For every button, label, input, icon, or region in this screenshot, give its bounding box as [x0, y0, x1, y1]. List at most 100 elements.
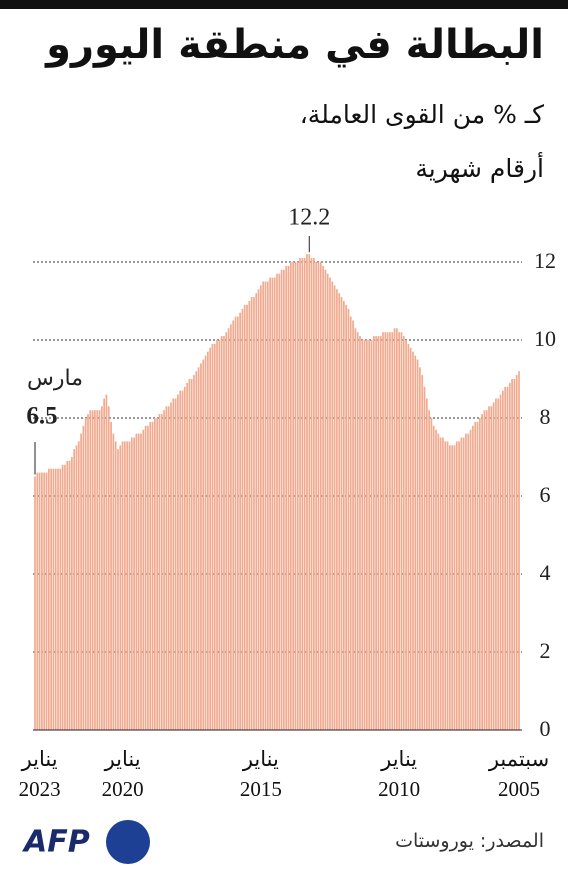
bar [43, 472, 46, 730]
bar [430, 418, 433, 730]
bar [253, 297, 255, 730]
bar [370, 340, 373, 730]
bar [458, 441, 460, 730]
bar [292, 262, 294, 730]
x-tick-text: يناير 2010 [378, 747, 421, 801]
bar [453, 445, 456, 730]
bar [73, 449, 76, 730]
bar [110, 421, 112, 730]
bar [289, 262, 292, 730]
bar [246, 304, 248, 730]
bar [211, 343, 214, 730]
bar [515, 375, 518, 730]
bar [248, 301, 251, 730]
bar [382, 332, 384, 730]
bar [119, 445, 122, 730]
bar [87, 414, 89, 730]
bar [287, 265, 290, 730]
bar [460, 437, 463, 730]
bar [469, 429, 472, 730]
bar [432, 425, 435, 730]
bar [213, 343, 216, 730]
x-tick-label: يناير 2010 [359, 744, 439, 804]
bar [34, 476, 36, 730]
bar [197, 367, 200, 730]
bar [260, 285, 262, 730]
bar [177, 394, 179, 730]
bar [490, 406, 493, 730]
bar [423, 386, 426, 730]
x-tick-text: يناير 2015 [239, 747, 282, 801]
bar [204, 355, 207, 730]
bar [57, 468, 59, 730]
bar [121, 441, 124, 730]
bar [232, 320, 235, 730]
bar [377, 336, 380, 730]
bar [306, 254, 308, 730]
bar [342, 301, 345, 730]
bar [495, 398, 497, 730]
bar [354, 328, 357, 730]
bar [405, 340, 407, 730]
x-tick-label: يناير 2023 [0, 744, 80, 804]
bar [310, 258, 313, 730]
bar [329, 277, 331, 730]
bar [499, 394, 502, 730]
bar [84, 418, 87, 730]
bar [230, 324, 232, 730]
bar [481, 414, 483, 730]
bar [94, 410, 96, 730]
bar [419, 367, 421, 730]
bar [170, 402, 172, 730]
bar [352, 320, 354, 730]
bar [444, 441, 447, 730]
bar [308, 254, 311, 730]
bar [167, 406, 170, 730]
bar [283, 269, 285, 730]
bar [142, 429, 145, 730]
bar [425, 398, 428, 730]
bar [273, 277, 276, 730]
source: المصدر: يوروستات [395, 830, 544, 852]
bar [250, 297, 253, 730]
bar [451, 445, 454, 730]
logo-circle [106, 820, 150, 864]
bar [156, 418, 159, 730]
bar [107, 406, 110, 730]
bar [179, 390, 182, 730]
bar [331, 281, 334, 730]
bar [209, 347, 212, 730]
bar [502, 390, 504, 730]
bar [96, 410, 99, 730]
bar [190, 379, 193, 730]
bar [455, 441, 458, 730]
y-tick-label: 8 [540, 404, 551, 429]
bar [349, 316, 352, 730]
bar [407, 343, 410, 730]
bar [68, 460, 71, 730]
bar [476, 421, 479, 730]
bar [255, 293, 258, 730]
bar [239, 312, 241, 730]
bar [506, 386, 509, 730]
bar [513, 379, 516, 730]
bar [294, 262, 297, 730]
bar [234, 316, 237, 730]
bar [45, 472, 48, 730]
bar [435, 429, 437, 730]
bar [114, 441, 117, 730]
bar [223, 336, 225, 730]
bar [103, 398, 105, 730]
bar [508, 382, 511, 730]
bar [414, 355, 417, 730]
bar [301, 258, 304, 730]
bar [50, 468, 52, 730]
bar [363, 340, 366, 730]
bar [465, 433, 467, 730]
bar [105, 394, 108, 730]
y-tick-label: 10 [534, 326, 556, 351]
bar [379, 336, 382, 730]
x-tick-text: يناير 2020 [101, 747, 144, 801]
